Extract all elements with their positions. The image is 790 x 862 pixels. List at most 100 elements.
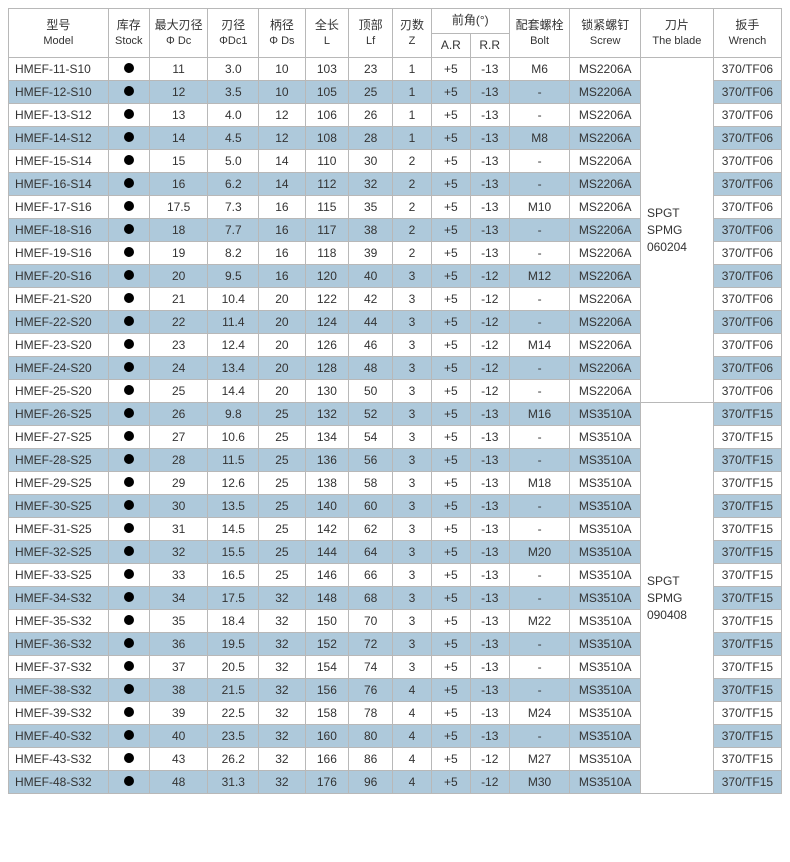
- data-cell: MS2206A: [570, 380, 640, 403]
- data-cell: MS2206A: [570, 311, 640, 334]
- data-cell: -: [509, 104, 570, 127]
- data-cell: 4: [393, 679, 432, 702]
- data-cell: 15: [149, 150, 207, 173]
- data-cell: MS2206A: [570, 196, 640, 219]
- data-cell: 16: [259, 219, 305, 242]
- stock-dot-icon: [124, 477, 134, 487]
- data-cell: MS3510A: [570, 495, 640, 518]
- data-cell: -13: [470, 587, 509, 610]
- stock-cell: [108, 403, 149, 426]
- stock-dot-icon: [124, 270, 134, 280]
- stock-dot-icon: [124, 730, 134, 740]
- data-cell: 3: [393, 380, 432, 403]
- data-cell: 25: [259, 495, 305, 518]
- data-cell: 370/TF06: [713, 311, 781, 334]
- stock-cell: [108, 58, 149, 81]
- data-cell: 14.4: [208, 380, 259, 403]
- data-cell: 3: [393, 426, 432, 449]
- data-cell: 108: [305, 127, 349, 150]
- stock-dot-icon: [124, 546, 134, 556]
- data-cell: -13: [470, 541, 509, 564]
- data-cell: MS2206A: [570, 288, 640, 311]
- stock-cell: [108, 610, 149, 633]
- data-cell: 1: [393, 58, 432, 81]
- data-cell: 370/TF15: [713, 564, 781, 587]
- col-header: 顶部Lf: [349, 9, 393, 58]
- stock-cell: [108, 288, 149, 311]
- data-cell: 148: [305, 587, 349, 610]
- data-cell: 32: [259, 748, 305, 771]
- data-cell: -13: [470, 127, 509, 150]
- data-cell: 4.5: [208, 127, 259, 150]
- data-cell: -12: [470, 748, 509, 771]
- stock-cell: [108, 150, 149, 173]
- data-cell: +5: [431, 541, 470, 564]
- data-cell: 39: [149, 702, 207, 725]
- data-cell: MS3510A: [570, 702, 640, 725]
- data-cell: 25: [259, 564, 305, 587]
- data-cell: 9.5: [208, 265, 259, 288]
- data-cell: 21.5: [208, 679, 259, 702]
- data-cell: 32: [259, 610, 305, 633]
- data-cell: MS3510A: [570, 679, 640, 702]
- col-header: 刃数Z: [393, 9, 432, 58]
- data-cell: 370/TF06: [713, 196, 781, 219]
- col-header-rr: R.R: [470, 33, 509, 58]
- data-cell: 370/TF06: [713, 150, 781, 173]
- data-cell: -: [509, 426, 570, 449]
- data-cell: 11: [149, 58, 207, 81]
- data-cell: 166: [305, 748, 349, 771]
- data-cell: 43: [149, 748, 207, 771]
- stock-cell: [108, 587, 149, 610]
- data-cell: 4: [393, 771, 432, 794]
- data-cell: 8.2: [208, 242, 259, 265]
- stock-cell: [108, 725, 149, 748]
- data-cell: 1: [393, 104, 432, 127]
- data-cell: MS3510A: [570, 633, 640, 656]
- data-cell: +5: [431, 725, 470, 748]
- data-cell: MS3510A: [570, 564, 640, 587]
- data-cell: 106: [305, 104, 349, 127]
- stock-dot-icon: [124, 132, 134, 142]
- stock-dot-icon: [124, 316, 134, 326]
- data-cell: 136: [305, 449, 349, 472]
- data-cell: MS3510A: [570, 771, 640, 794]
- stock-dot-icon: [124, 707, 134, 717]
- data-cell: 13.4: [208, 357, 259, 380]
- data-cell: -: [509, 564, 570, 587]
- data-cell: 370/TF15: [713, 587, 781, 610]
- data-cell: -: [509, 219, 570, 242]
- data-cell: 370/TF06: [713, 357, 781, 380]
- data-cell: MS2206A: [570, 127, 640, 150]
- model-cell: HMEF-34-S32: [9, 587, 109, 610]
- stock-dot-icon: [124, 408, 134, 418]
- stock-cell: [108, 196, 149, 219]
- model-cell: HMEF-13-S12: [9, 104, 109, 127]
- data-cell: 37: [149, 656, 207, 679]
- data-cell: 10.6: [208, 426, 259, 449]
- data-cell: 25: [259, 472, 305, 495]
- stock-dot-icon: [124, 247, 134, 257]
- data-cell: 33: [149, 564, 207, 587]
- model-cell: HMEF-38-S32: [9, 679, 109, 702]
- data-cell: 26: [349, 104, 393, 127]
- data-cell: M22: [509, 610, 570, 633]
- data-cell: 54: [349, 426, 393, 449]
- model-cell: HMEF-30-S25: [9, 495, 109, 518]
- data-cell: +5: [431, 656, 470, 679]
- data-cell: -: [509, 656, 570, 679]
- stock-cell: [108, 449, 149, 472]
- data-cell: 10.4: [208, 288, 259, 311]
- data-cell: 32: [259, 771, 305, 794]
- data-cell: 23: [149, 334, 207, 357]
- data-cell: 370/TF06: [713, 127, 781, 150]
- data-cell: 11.4: [208, 311, 259, 334]
- stock-dot-icon: [124, 569, 134, 579]
- data-cell: 370/TF15: [713, 518, 781, 541]
- data-cell: 126: [305, 334, 349, 357]
- model-cell: HMEF-27-S25: [9, 426, 109, 449]
- data-cell: 20: [259, 311, 305, 334]
- model-cell: HMEF-36-S32: [9, 633, 109, 656]
- model-cell: HMEF-17-S16: [9, 196, 109, 219]
- data-cell: 112: [305, 173, 349, 196]
